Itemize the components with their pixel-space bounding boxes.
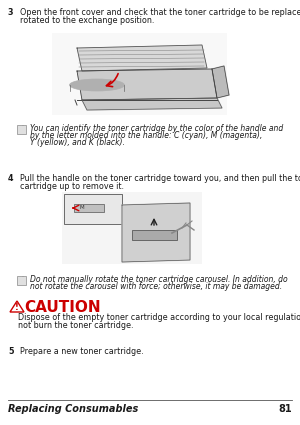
Polygon shape: [77, 45, 207, 71]
Polygon shape: [122, 203, 190, 262]
Text: rotated to the exchange position.: rotated to the exchange position.: [20, 15, 154, 25]
Text: 3: 3: [8, 8, 14, 17]
Polygon shape: [212, 66, 229, 98]
Text: M: M: [79, 205, 84, 210]
Polygon shape: [82, 98, 222, 110]
Bar: [64, 194, 122, 224]
Text: Replacing Consumables: Replacing Consumables: [8, 404, 138, 414]
Text: Pull the handle on the toner cartridge toward you, and then pull the toner: Pull the handle on the toner cartridge t…: [20, 174, 300, 183]
Text: Open the front cover and check that the toner cartridge to be replaced has: Open the front cover and check that the …: [20, 8, 300, 17]
Text: not rotate the carousel with force; otherwise, it may be damaged.: not rotate the carousel with force; othe…: [30, 282, 282, 291]
Text: You can identify the toner cartridge by the color of the handle and: You can identify the toner cartridge by …: [30, 124, 283, 133]
Text: Y (yellow), and K (black).: Y (yellow), and K (black).: [30, 138, 125, 147]
Bar: [52, 33, 227, 115]
Bar: [17, 276, 26, 285]
Text: CAUTION: CAUTION: [24, 300, 100, 315]
Bar: [132, 230, 177, 240]
Text: Dispose of the empty toner cartridge according to your local regulations. Do: Dispose of the empty toner cartridge acc…: [18, 313, 300, 322]
Text: 4: 4: [8, 174, 14, 183]
Text: 5: 5: [8, 347, 14, 356]
Bar: [62, 192, 202, 264]
Text: Do not manually rotate the toner cartridge carousel. In addition, do: Do not manually rotate the toner cartrid…: [30, 275, 288, 284]
Text: !: !: [15, 303, 19, 312]
Text: by the letter molded into the handle: C (cyan), M (magenta),: by the letter molded into the handle: C …: [30, 131, 262, 140]
Text: 81: 81: [278, 404, 292, 414]
Text: Prepare a new toner cartridge.: Prepare a new toner cartridge.: [20, 347, 144, 356]
Text: not burn the toner cartridge.: not burn the toner cartridge.: [18, 320, 134, 329]
Bar: [17, 125, 26, 134]
Bar: [74, 204, 104, 212]
Polygon shape: [10, 301, 24, 312]
Ellipse shape: [70, 79, 124, 91]
Text: cartridge up to remove it.: cartridge up to remove it.: [20, 181, 124, 190]
Polygon shape: [77, 69, 217, 100]
